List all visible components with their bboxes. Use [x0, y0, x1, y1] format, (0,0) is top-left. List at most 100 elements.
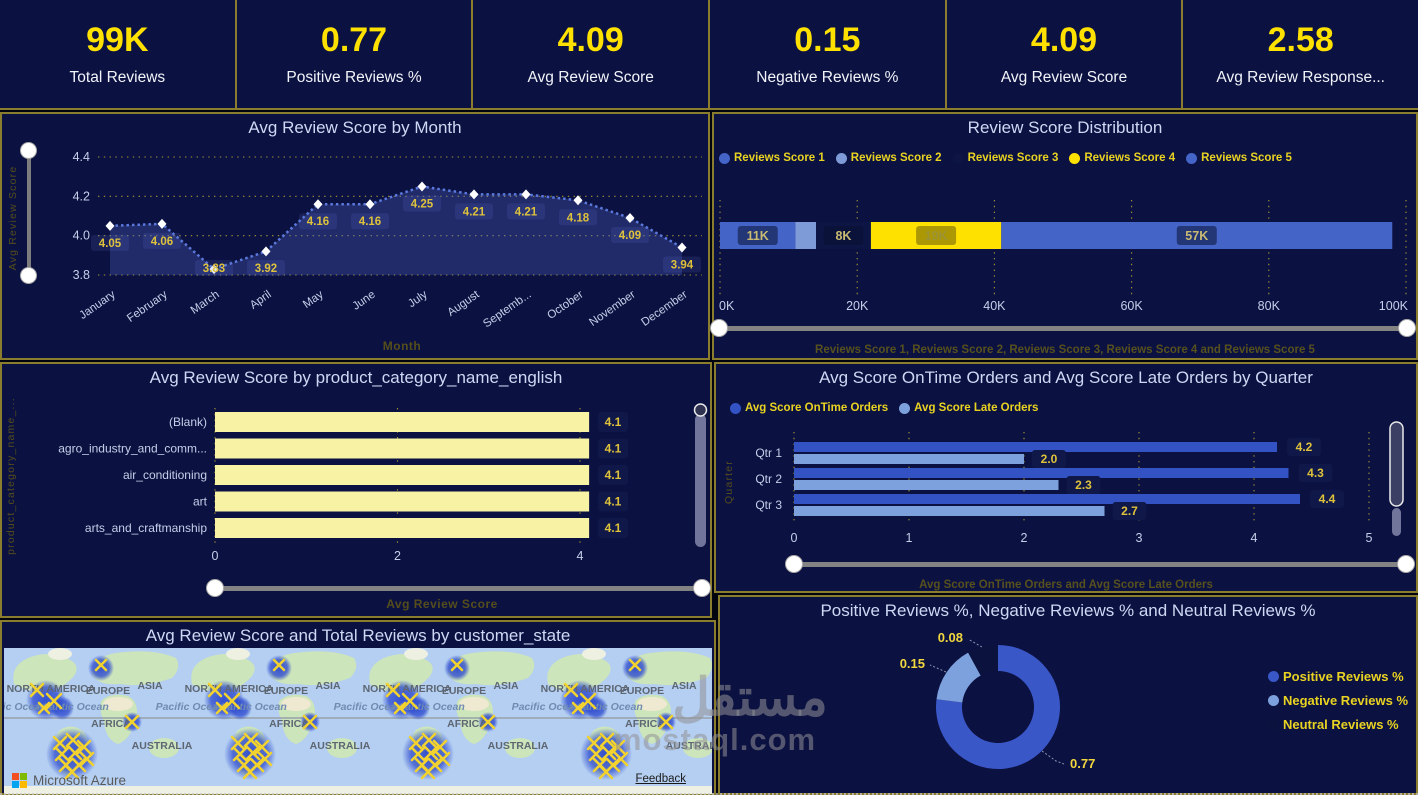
map-point-x-icon[interactable] [29, 682, 45, 698]
legend-item[interactable]: Neutral Reviews % [1268, 717, 1408, 732]
map-point-x-icon[interactable] [450, 658, 464, 672]
map-point-x-icon[interactable] [563, 682, 579, 698]
map-point-x-icon[interactable] [65, 732, 81, 748]
data-point-marker[interactable] [469, 189, 479, 200]
legend-item[interactable]: Reviews Score 2 [835, 152, 942, 164]
map-point-x-icon[interactable] [257, 751, 273, 767]
legend-item[interactable]: Reviews Score 3 [952, 152, 1058, 164]
legend-item[interactable]: Reviews Score 1 [719, 152, 825, 164]
map-point-x-icon[interactable] [76, 739, 92, 755]
map-point-x-icon[interactable] [420, 764, 436, 780]
quarter-range-slider[interactable] [785, 555, 1415, 573]
map-point-x-icon[interactable] [401, 692, 419, 710]
legend-item[interactable]: Reviews Score 4 [1069, 152, 1175, 164]
legend-item[interactable]: Reviews Score 5 [1186, 152, 1292, 164]
slider-handle-top[interactable] [20, 142, 37, 159]
map-point-x-icon[interactable] [480, 714, 496, 730]
map-point-x-icon[interactable] [94, 658, 108, 672]
data-point-marker[interactable] [417, 181, 427, 192]
bar-ontime[interactable] [794, 468, 1289, 478]
data-point-marker[interactable] [521, 189, 531, 200]
distribution-range-slider[interactable] [710, 319, 1416, 337]
map-point-x-icon[interactable] [658, 714, 674, 730]
data-point-marker[interactable] [313, 199, 323, 210]
map-point-x-icon[interactable] [254, 739, 270, 755]
map-point-x-icon[interactable] [67, 745, 83, 761]
data-point-marker[interactable] [261, 246, 271, 257]
map-point-x-icon[interactable] [242, 764, 258, 780]
data-point-marker[interactable] [105, 220, 115, 231]
slider-handle-left[interactable] [206, 579, 224, 597]
bar-ontime[interactable] [794, 494, 1300, 504]
bar[interactable] [215, 518, 590, 538]
data-point-marker[interactable] [209, 264, 219, 275]
stacked-bar-segment[interactable] [795, 222, 817, 249]
map-point-x-icon[interactable] [79, 751, 95, 767]
map-point-x-icon[interactable] [207, 682, 223, 698]
distribution-stacked-bar-chart[interactable]: 0K 20K 40K 60K 80K 100K 11K 8K 19K 57K [714, 114, 1416, 358]
map-point-x-icon[interactable] [45, 692, 63, 710]
map-point-x-icon[interactable] [385, 682, 401, 698]
map-point-x-icon[interactable] [423, 745, 439, 761]
bar-ontime[interactable] [794, 442, 1277, 452]
category-range-slider[interactable] [206, 579, 711, 597]
data-point-marker[interactable] [365, 199, 375, 210]
data-point-marker[interactable] [625, 212, 635, 223]
legend-item[interactable]: Avg Score OnTime Orders [730, 402, 888, 414]
vertical-scrollbar-thumb[interactable] [1389, 421, 1404, 507]
map-point-x-icon[interactable] [243, 732, 259, 748]
bar-late[interactable] [794, 480, 1059, 490]
map-point-x-icon[interactable] [610, 739, 626, 755]
slider-handle-right[interactable] [693, 579, 711, 597]
map-point-x-icon[interactable] [272, 658, 286, 672]
donut-slice[interactable] [936, 645, 1060, 769]
map-point-x-icon[interactable] [410, 746, 426, 762]
sentiment-donut-chart[interactable]: 0.77 0.15 0.08 [720, 597, 1416, 793]
bar[interactable] [215, 438, 590, 459]
donut-slice[interactable] [968, 645, 998, 676]
scrollbar-handle[interactable] [693, 403, 708, 417]
vertical-scrollbar-track[interactable] [1392, 508, 1401, 536]
map-point-x-icon[interactable] [215, 701, 229, 715]
donut-slice[interactable] [936, 652, 981, 703]
map-point-x-icon[interactable] [432, 739, 448, 755]
map-point-x-icon[interactable] [628, 658, 642, 672]
stacked-bar-segment[interactable] [870, 222, 1002, 249]
slider-handle-left[interactable] [710, 319, 728, 337]
map-point-x-icon[interactable] [435, 751, 451, 767]
map-point-x-icon[interactable] [302, 714, 318, 730]
monthly-area-chart[interactable]: 4.4 4.2 4.0 3.8 4.05 January 4.06 February 3.83 M… [2, 114, 712, 362]
legend-item[interactable]: Negative Reviews % [1268, 693, 1408, 708]
category-bar-chart[interactable]: 0 2 4 (Blank) 4.1 agro_industry_and_comm... 4.… [2, 364, 710, 616]
vertical-scrollbar[interactable] [695, 414, 706, 547]
feedback-link[interactable]: Feedback [635, 773, 686, 785]
map-point-x-icon[interactable] [421, 732, 437, 748]
bar[interactable] [215, 491, 590, 512]
map-point-x-icon[interactable] [37, 701, 51, 715]
slider-handle-bottom[interactable] [20, 267, 37, 284]
map-point-x-icon[interactable] [393, 701, 407, 715]
data-point-marker[interactable] [573, 195, 583, 206]
data-point-marker[interactable] [157, 218, 167, 229]
map-point-x-icon[interactable] [571, 701, 585, 715]
data-point-marker[interactable] [677, 242, 687, 253]
slider-handle-right[interactable] [1397, 555, 1415, 573]
y-axis-range-slider[interactable] [20, 142, 37, 284]
slider-handle-left[interactable] [785, 555, 803, 573]
map-point-x-icon[interactable] [579, 692, 597, 710]
world-map-canvas[interactable]: NORTH AMERICAEUROPEASIAAFRICAAUSTRALIAPa… [4, 648, 712, 794]
map-point-x-icon[interactable] [124, 714, 140, 730]
legend-item[interactable]: Avg Score Late Orders [899, 402, 1038, 414]
quarter-bar-chart[interactable]: 0 1 2 3 4 5 Qtr 1 4.2 2.0 Qtr 2 4.3 2.3 Qtr 3 4.4 2.7 Q… [716, 364, 1416, 591]
map-point-x-icon[interactable] [54, 746, 70, 762]
map-point-x-icon[interactable] [601, 745, 617, 761]
map-point-x-icon[interactable] [232, 746, 248, 762]
map-point-x-icon[interactable] [613, 751, 629, 767]
map-point-x-icon[interactable] [599, 732, 615, 748]
bar[interactable] [215, 412, 590, 432]
map-point-x-icon[interactable] [598, 764, 614, 780]
map-point-x-icon[interactable] [223, 692, 241, 710]
map-point-x-icon[interactable] [64, 764, 80, 780]
map-point-x-icon[interactable] [588, 746, 604, 762]
bar[interactable] [215, 465, 590, 485]
